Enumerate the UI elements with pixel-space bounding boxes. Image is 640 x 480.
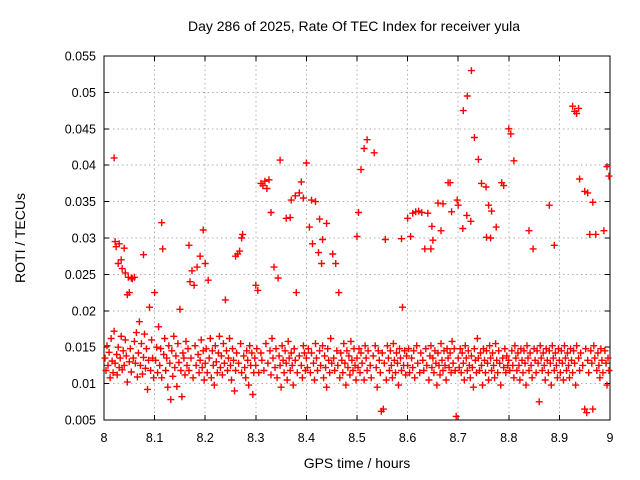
y-tick-label: 0.04 xyxy=(72,159,96,173)
axis-ticks xyxy=(103,55,611,421)
y-tick-label: 0.025 xyxy=(65,268,96,282)
x-tick-label: 8.4 xyxy=(298,431,315,445)
x-tick-label: 8.8 xyxy=(500,431,517,445)
x-tick-label: 8.9 xyxy=(551,431,568,445)
y-tick-label: 0.05 xyxy=(72,86,96,100)
x-tick-label: 8.3 xyxy=(247,431,264,445)
y-tick-label: 0.035 xyxy=(65,195,96,209)
y-tick-label: 0.02 xyxy=(72,304,96,318)
y-tick-label: 0.055 xyxy=(65,50,96,64)
x-tick-label: 8.2 xyxy=(197,431,214,445)
x-tick-label: 9 xyxy=(607,431,614,445)
x-tick-label: 8.1 xyxy=(146,431,163,445)
chart-title: Day 286 of 2025, Rate Of TEC Index for r… xyxy=(188,18,520,34)
y-axis-label: ROTI / TECUs xyxy=(12,193,28,283)
y-tick-labels: 0.005 0.01 0.015 0.02 0.025 0.03 0.035 0.04 0.04… xyxy=(65,50,96,428)
scatter-points xyxy=(101,67,613,420)
y-tick-label: 0.005 xyxy=(65,414,96,428)
data-points-ROTI xyxy=(101,67,613,420)
x-tick-label: 8 xyxy=(101,431,108,445)
x-tick-label: 8.5 xyxy=(348,431,365,445)
x-tick-labels: 8 8.1 8.2 8.3 8.4 8.5 8.6 8.7 8.8 8.9 9 xyxy=(101,431,614,445)
x-tick-label: 8.7 xyxy=(450,431,467,445)
y-tick-label: 0.015 xyxy=(65,341,96,355)
y-tick-label: 0.03 xyxy=(72,232,96,246)
y-tick-label: 0.045 xyxy=(65,122,96,136)
x-axis-label: GPS time / hours xyxy=(304,455,411,471)
y-tick-label: 0.01 xyxy=(72,377,96,391)
x-tick-label: 8.6 xyxy=(399,431,416,445)
